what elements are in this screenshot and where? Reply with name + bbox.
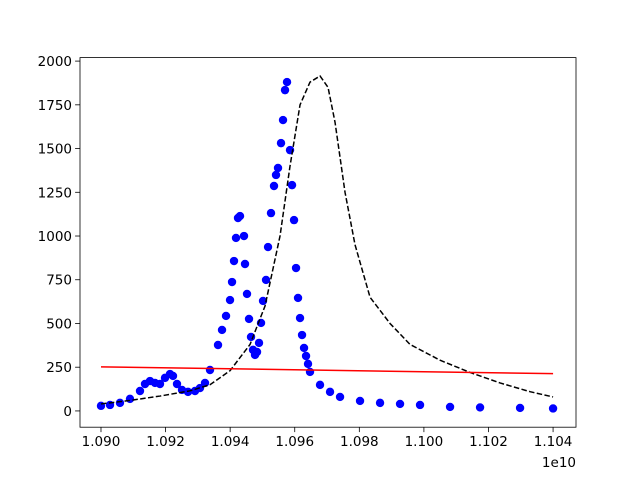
data-point <box>125 394 135 404</box>
data-point <box>172 379 182 389</box>
data-point <box>301 351 311 361</box>
data-point <box>229 256 239 266</box>
y-tick-label: 0 <box>63 404 72 420</box>
y-tick-label: 1250 <box>38 185 72 201</box>
data-point <box>293 293 303 303</box>
data-point <box>335 392 345 402</box>
x-tick-label: 1.098 <box>340 434 379 450</box>
data-point <box>258 296 268 306</box>
x-tick-label: 1.102 <box>469 434 508 450</box>
x-tick-label: 1.096 <box>275 434 314 450</box>
data-point <box>225 295 235 305</box>
data-point <box>475 403 485 412</box>
data-point <box>415 400 425 410</box>
data-point <box>548 404 558 413</box>
y-tick-label: 2000 <box>38 54 72 70</box>
data-point <box>282 77 292 87</box>
y-tick-label: 250 <box>46 360 72 376</box>
data-point <box>263 242 273 252</box>
data-point <box>289 215 299 225</box>
data-point <box>252 347 262 357</box>
line-series <box>100 74 554 405</box>
data-point <box>244 314 254 324</box>
data-point <box>217 325 227 335</box>
data-point <box>273 163 283 173</box>
data-point <box>287 180 297 190</box>
plot-frame <box>79 57 577 428</box>
data-point <box>235 211 245 221</box>
data-point <box>315 380 325 390</box>
x-offset-label: 1e10 <box>542 455 576 471</box>
data-point <box>168 371 178 381</box>
data-point <box>266 208 276 218</box>
data-point <box>325 387 335 397</box>
data-point <box>205 365 215 375</box>
data-point <box>242 289 252 299</box>
data-point <box>239 231 249 241</box>
y-tick-label: 500 <box>46 316 72 332</box>
data-point <box>395 399 405 409</box>
data-point <box>305 367 315 377</box>
data-point <box>297 330 307 340</box>
x-tick-label: 1.100 <box>405 434 444 450</box>
data-point <box>291 263 301 273</box>
data-point <box>261 275 271 285</box>
data-point <box>240 259 250 269</box>
data-point <box>303 359 313 369</box>
x-tick-label: 1.104 <box>534 434 573 450</box>
data-point <box>231 233 241 243</box>
data-point <box>515 403 525 413</box>
data-point <box>254 338 264 348</box>
data-point <box>299 343 309 353</box>
data-point <box>375 398 385 408</box>
y-tick-label: 750 <box>46 273 72 289</box>
data-point <box>227 277 237 287</box>
data-point <box>295 313 305 323</box>
data-point <box>280 85 290 95</box>
data-point <box>278 115 288 125</box>
data-point <box>355 396 365 406</box>
data-point <box>221 311 231 321</box>
data-point <box>269 181 279 191</box>
data-point <box>445 402 455 412</box>
y-tick-label: 1000 <box>38 229 72 245</box>
data-point <box>115 398 125 408</box>
x-tick-label: 1.092 <box>146 434 185 450</box>
data-point <box>135 386 145 396</box>
y-tick-label: 1750 <box>38 98 72 114</box>
line-series <box>100 366 554 375</box>
x-tick-label: 1.090 <box>82 434 121 450</box>
data-point <box>155 379 165 389</box>
data-point <box>271 170 281 180</box>
data-point <box>213 340 223 350</box>
data-point <box>246 332 256 342</box>
x-tick-label: 1.094 <box>211 434 250 450</box>
data-point <box>276 138 286 148</box>
y-tick-label: 1500 <box>38 142 72 158</box>
